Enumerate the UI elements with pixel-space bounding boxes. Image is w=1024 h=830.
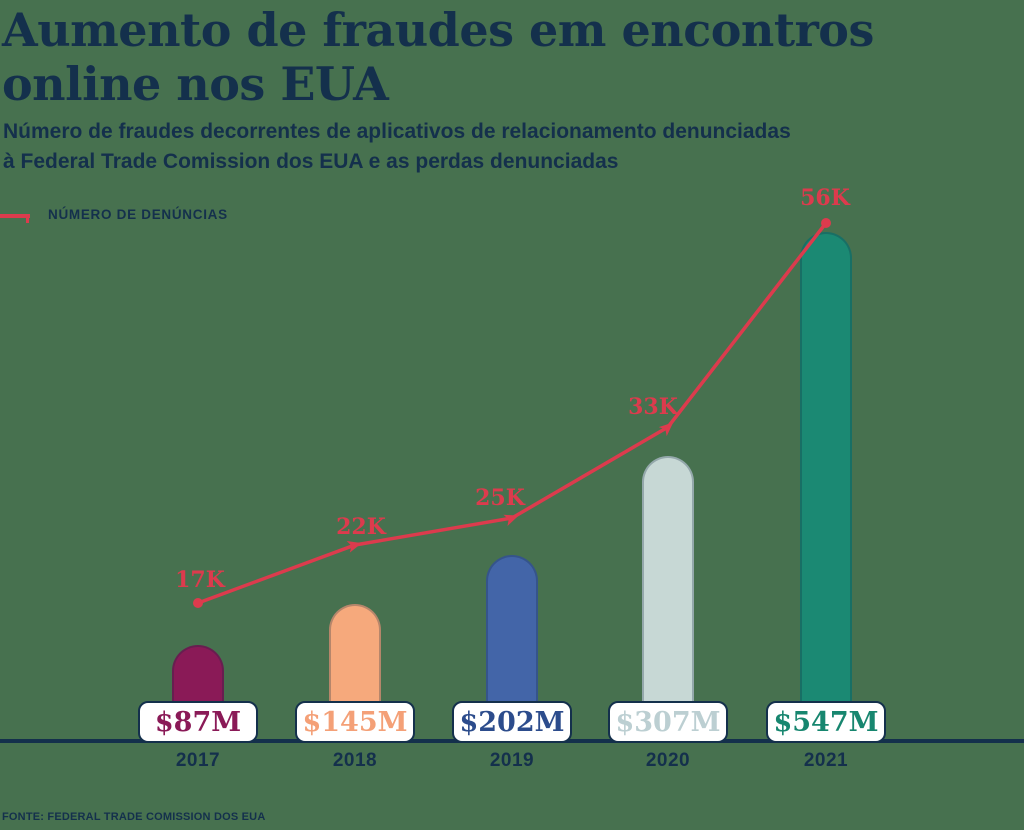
legend-line-swatch-icon <box>0 214 30 218</box>
year-label-2018: 2018 <box>332 750 378 771</box>
year-label-2017: 2017 <box>175 750 221 771</box>
bar-2021 <box>800 232 852 743</box>
loss-value-2019: $202M <box>459 706 565 738</box>
subtitle-line-1: Número de fraudes decorrentes de aplicat… <box>3 120 791 143</box>
loss-value-2020: $307M <box>615 706 721 738</box>
source-credit: FONTE: FEDERAL TRADE COMISSION DOS EUA <box>2 811 266 823</box>
loss-value-box-2021: $547M <box>766 701 886 743</box>
page-subtitle: Número de fraudes decorrentes de aplicat… <box>3 117 791 177</box>
subtitle-line-2: à Federal Trade Comission dos EUA e as p… <box>3 150 619 173</box>
point-label-2020: 33K <box>628 394 678 420</box>
page-title: Aumento de fraudes em encontros online n… <box>2 3 874 111</box>
point-label-2021: 56K <box>800 185 850 211</box>
loss-value-box-2020: $307M <box>608 701 728 743</box>
loss-value-box-2019: $202M <box>452 701 572 743</box>
loss-value-box-2018: $145M <box>295 701 415 743</box>
title-line-2: online nos EUA <box>2 57 389 111</box>
legend-line-tick-icon <box>26 214 29 223</box>
legend-label: NÚMERO DE DENÚNCIAS <box>48 207 228 222</box>
title-line-1: Aumento de fraudes em encontros <box>2 3 874 57</box>
year-label-2020: 2020 <box>645 750 691 771</box>
loss-value-2017: $87M <box>154 706 242 738</box>
bar-2020 <box>642 456 694 743</box>
point-label-2017: 17K <box>175 567 225 593</box>
loss-value-2021: $547M <box>773 706 879 738</box>
complaints-line-path <box>193 218 831 608</box>
point-label-2019: 25K <box>475 485 525 511</box>
loss-value-box-2017: $87M <box>138 701 258 743</box>
loss-value-2018: $145M <box>302 706 408 738</box>
year-label-2021: 2021 <box>803 750 849 771</box>
year-label-2019: 2019 <box>489 750 535 771</box>
point-label-2018: 22K <box>336 514 386 540</box>
